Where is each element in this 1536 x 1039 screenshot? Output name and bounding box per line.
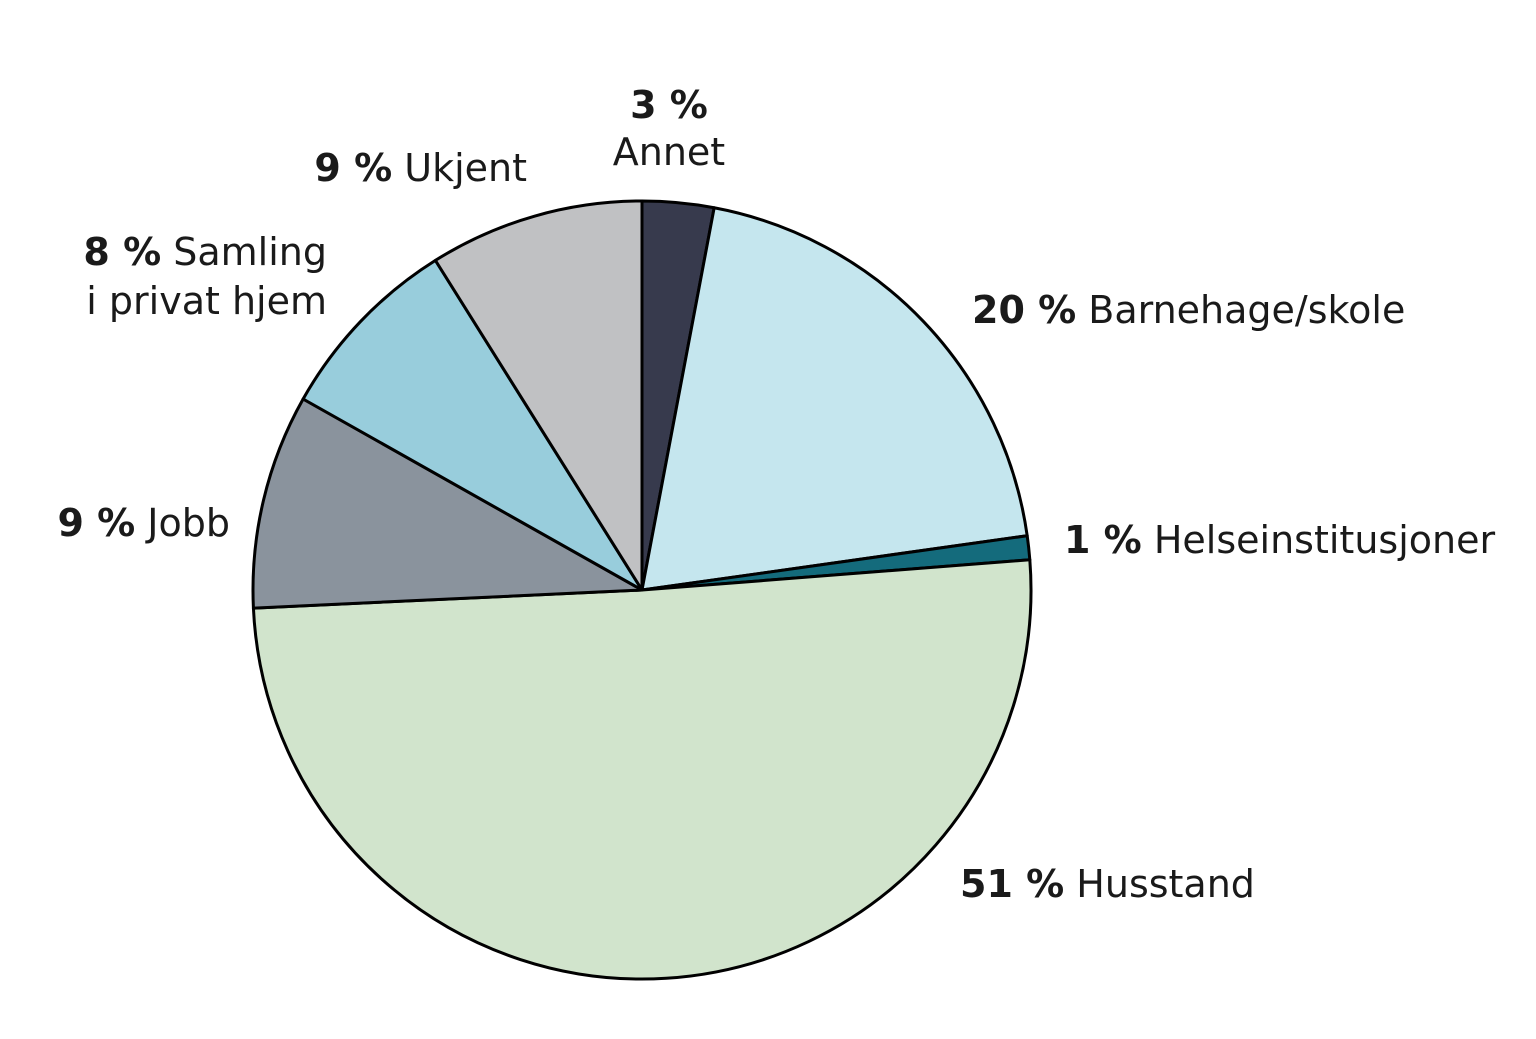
label-jobb-name: Jobb bbox=[145, 501, 230, 545]
label-annet-name: Annet bbox=[613, 130, 725, 174]
label-helseinstitusjoner: 1 % Helseinstitusjoner bbox=[1064, 518, 1495, 562]
label-ukjent-name: Ukjent bbox=[404, 146, 527, 190]
label-barnehage-pct: 20 % bbox=[972, 288, 1076, 332]
label-husstand: 51 % Husstand bbox=[960, 862, 1255, 906]
label-barnehage-skole: 20 % Barnehage/skole bbox=[972, 288, 1405, 332]
pie-slice-jobb bbox=[251, 397, 644, 610]
label-ukjent: 9 % Ukjent bbox=[314, 146, 527, 190]
label-helse-name: Helseinstitusjoner bbox=[1154, 518, 1496, 562]
pie-slice-husstand bbox=[251, 558, 1033, 981]
label-helse-pct: 1 % bbox=[1064, 518, 1142, 562]
pie-slice-ukjent bbox=[433, 199, 644, 592]
label-husstand-pct: 51 % bbox=[960, 862, 1064, 906]
label-husstand-name: Husstand bbox=[1076, 862, 1255, 906]
label-samling-pct: 8 % bbox=[83, 230, 161, 274]
label-jobb-pct: 9 % bbox=[57, 501, 135, 545]
label-annet: 3 % bbox=[630, 83, 708, 127]
pie-slices bbox=[251, 199, 1033, 981]
label-barnehage-name: Barnehage/skole bbox=[1088, 288, 1405, 332]
label-ukjent-pct: 9 % bbox=[314, 146, 392, 190]
label-samling-name-line1: Samling bbox=[173, 230, 327, 274]
label-jobb: 9 % Jobb bbox=[57, 501, 230, 545]
pie-slice-samling-i-privat-hjem bbox=[301, 258, 644, 592]
pie-slice-barnehage-skole bbox=[640, 206, 1029, 592]
label-samling: 8 % Samling bbox=[83, 230, 327, 274]
label-annet-pct: 3 % bbox=[630, 83, 708, 127]
label-samling-line2: i privat hjem bbox=[86, 279, 327, 323]
